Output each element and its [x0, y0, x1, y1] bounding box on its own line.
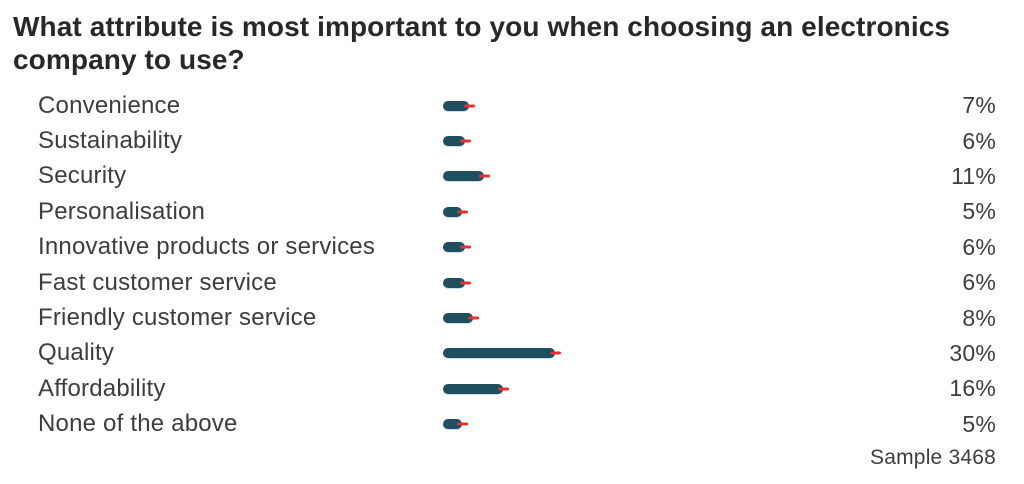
chart-row: Sustainability 6%: [13, 123, 996, 158]
sample-size-label: Sample 3468: [870, 445, 996, 469]
chart-row: Security 11%: [13, 159, 996, 194]
bar: [443, 419, 462, 430]
category-label: Fast customer service: [38, 268, 277, 296]
bar: [443, 313, 473, 324]
category-label: None of the above: [38, 410, 238, 438]
category-label: Affordability: [38, 374, 166, 402]
error-tick-icon: [549, 351, 561, 355]
error-tick-icon: [478, 174, 490, 178]
value-label: 6%: [962, 269, 996, 296]
bar-track: [443, 242, 904, 253]
error-tick-icon: [460, 245, 472, 249]
bar-track: [443, 171, 904, 182]
bar: [443, 277, 466, 288]
category-label: Convenience: [38, 91, 181, 119]
value-label: 6%: [962, 127, 996, 154]
category-label: Personalisation: [38, 197, 206, 225]
value-label: 6%: [962, 233, 996, 260]
category-label: Sustainability: [38, 127, 183, 155]
value-label: 8%: [962, 304, 996, 331]
bar-track: [443, 206, 904, 217]
value-label: 7%: [962, 92, 996, 119]
chart-row: Convenience 7%: [13, 88, 996, 123]
question-title: What attribute is most important to you …: [13, 11, 951, 75]
bar-track: [443, 136, 904, 147]
bar-track: [443, 313, 904, 324]
bar-track: [443, 277, 904, 288]
bar: [443, 383, 503, 394]
error-tick-icon: [460, 139, 472, 143]
category-label: Friendly customer service: [38, 304, 317, 332]
bar: [443, 348, 555, 359]
chart-row: Innovative products or services 6%: [13, 230, 996, 265]
chart-row: Friendly customer service 8%: [13, 300, 996, 335]
chart-row: Quality 30%: [13, 336, 996, 371]
value-label: 5%: [962, 410, 996, 437]
error-tick-icon: [464, 104, 476, 108]
bar: [443, 136, 466, 147]
chart-row: Fast customer service 6%: [13, 265, 996, 300]
value-label: 30%: [949, 339, 996, 366]
category-label: Security: [38, 162, 127, 190]
category-label: Innovative products or services: [38, 233, 376, 261]
bar-track: [443, 100, 904, 111]
error-tick-icon: [497, 387, 509, 391]
bar: [443, 171, 484, 182]
bar-track: [443, 348, 904, 359]
value-label: 5%: [962, 198, 996, 225]
error-tick-icon: [460, 281, 472, 285]
error-tick-icon: [456, 422, 468, 426]
value-label: 16%: [949, 375, 996, 402]
chart-row: Personalisation 5%: [13, 194, 996, 229]
chart-row: Affordability 16%: [13, 371, 996, 406]
chart-row: None of the above 5%: [13, 407, 996, 442]
error-tick-icon: [456, 210, 468, 214]
bar-chart: Convenience 7% Sustainability 6% Securit…: [13, 88, 996, 442]
bar: [443, 206, 462, 217]
bar-track: [443, 419, 904, 430]
bar: [443, 100, 470, 111]
value-label: 11%: [951, 162, 996, 189]
category-label: Quality: [38, 339, 115, 367]
bar: [443, 242, 466, 253]
error-tick-icon: [467, 316, 479, 320]
bar-track: [443, 383, 904, 394]
